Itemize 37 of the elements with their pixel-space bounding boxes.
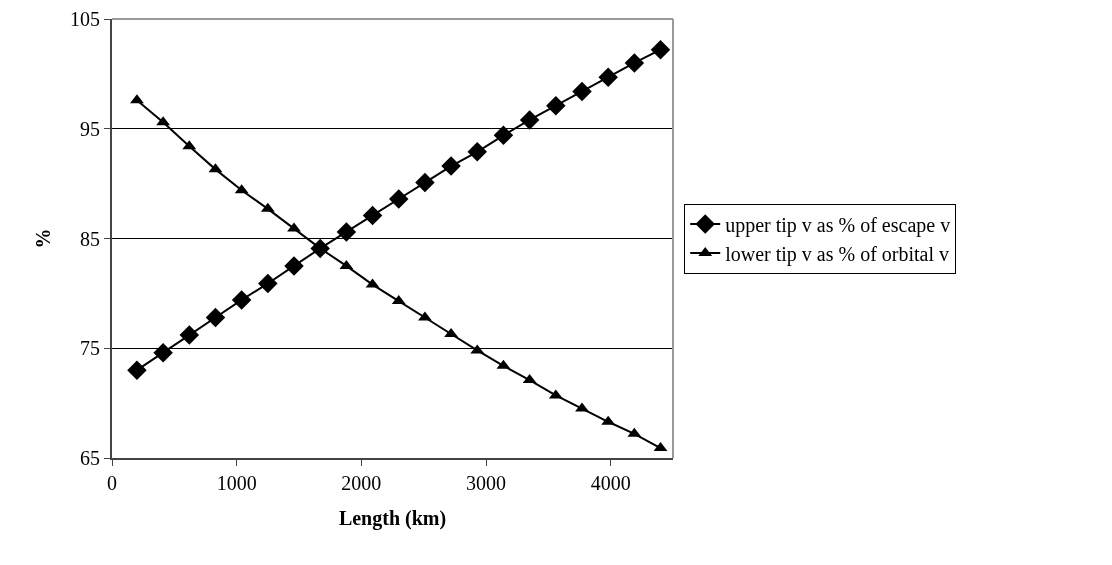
point <box>284 256 304 276</box>
point <box>336 222 357 242</box>
point <box>598 67 618 87</box>
point <box>624 53 645 73</box>
point <box>546 95 566 116</box>
point <box>388 189 409 209</box>
point <box>519 110 540 130</box>
x-tick-label: 3000 <box>466 472 506 494</box>
y-tick-label: 65 <box>80 447 100 469</box>
x-tick-label: 2000 <box>341 472 382 494</box>
y-tick-label: 75 <box>80 337 100 360</box>
point <box>493 125 514 146</box>
legend-label: lower tip v as % of orbital v <box>725 242 950 266</box>
point <box>467 142 488 162</box>
y-tick-label: 95 <box>80 117 100 140</box>
point <box>415 172 435 193</box>
y-tick-label: 105 <box>70 8 100 30</box>
point <box>441 156 461 176</box>
point <box>231 290 252 310</box>
point <box>205 307 226 328</box>
point <box>130 94 144 104</box>
legend-label: upper tip v as % of escape v <box>725 213 951 237</box>
x-tick-label: 4000 <box>590 472 631 494</box>
point <box>258 273 278 294</box>
point <box>179 325 200 345</box>
y-tick-label: 85 <box>80 227 100 250</box>
x-tick-label: 1000 <box>216 472 257 494</box>
point <box>362 205 383 226</box>
point <box>572 81 592 102</box>
point <box>153 342 173 363</box>
y-axis-title: % <box>32 228 54 249</box>
x-axis-title: Length (km) <box>338 507 447 530</box>
point <box>650 39 671 60</box>
point <box>287 222 301 232</box>
x-tick-label: 0 <box>107 472 117 494</box>
point <box>127 360 147 380</box>
point <box>575 402 589 412</box>
